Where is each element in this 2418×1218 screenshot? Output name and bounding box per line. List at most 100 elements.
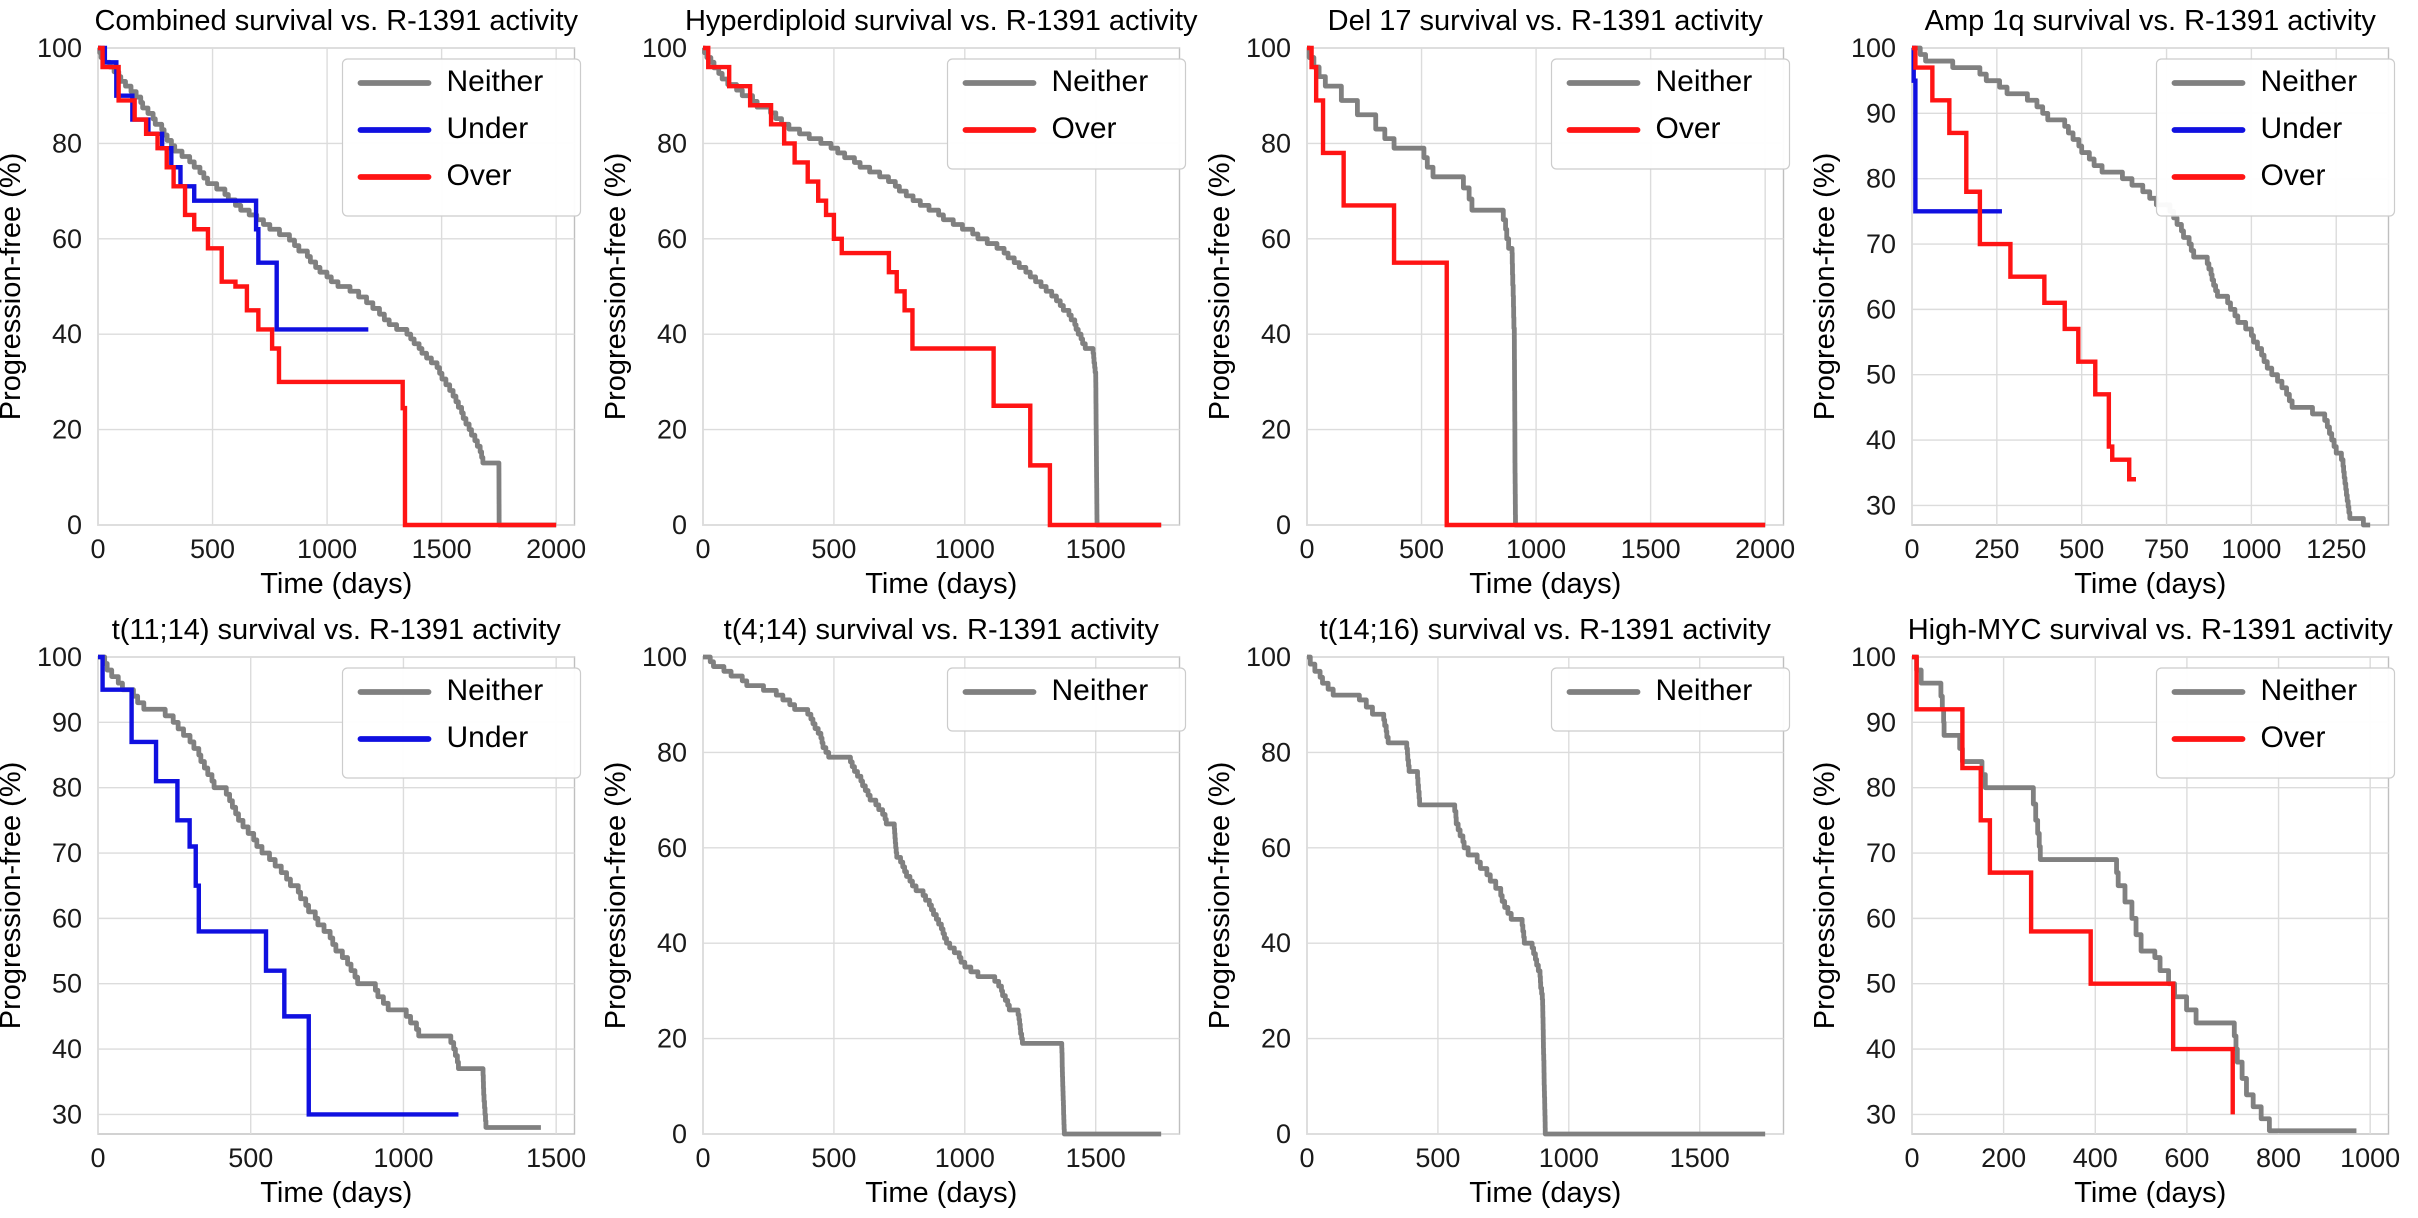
svg-text:1500: 1500 (1065, 1143, 1125, 1173)
svg-text:30: 30 (1865, 1099, 1895, 1129)
svg-text:Combined survival vs. R-1391 a: Combined survival vs. R-1391 activity (94, 5, 578, 37)
svg-text:1500: 1500 (1670, 1143, 1730, 1173)
svg-text:1000: 1000 (373, 1143, 433, 1173)
svg-text:0: 0 (1299, 1143, 1314, 1173)
svg-text:60: 60 (52, 903, 82, 933)
svg-text:800: 800 (2256, 1143, 2301, 1173)
svg-text:40: 40 (1261, 319, 1291, 349)
svg-text:40: 40 (656, 319, 686, 349)
svg-text:Neither: Neither (1051, 674, 1148, 707)
svg-text:0: 0 (671, 1119, 686, 1149)
svg-text:0: 0 (90, 534, 105, 564)
svg-text:1000: 1000 (2221, 534, 2281, 564)
svg-text:40: 40 (1865, 1034, 1895, 1064)
svg-text:0: 0 (1904, 1143, 1919, 1173)
svg-text:20: 20 (1261, 415, 1291, 445)
svg-text:1000: 1000 (934, 1143, 994, 1173)
svg-text:0: 0 (67, 510, 82, 540)
svg-text:Neither: Neither (1656, 65, 1753, 98)
svg-text:Neither: Neither (1051, 65, 1148, 98)
svg-text:20: 20 (656, 415, 686, 445)
svg-text:2000: 2000 (526, 534, 586, 564)
svg-text:1000: 1000 (297, 534, 357, 564)
svg-text:80: 80 (656, 737, 686, 767)
svg-text:1500: 1500 (1621, 534, 1681, 564)
svg-text:Under: Under (447, 112, 529, 145)
svg-text:1250: 1250 (2306, 534, 2366, 564)
svg-text:60: 60 (656, 833, 686, 863)
svg-text:Under: Under (447, 721, 529, 754)
svg-text:250: 250 (1974, 534, 2019, 564)
svg-text:500: 500 (190, 534, 235, 564)
svg-text:Progression-free (%): Progression-free (%) (600, 762, 632, 1030)
svg-text:Under: Under (2260, 112, 2342, 145)
svg-text:30: 30 (1865, 490, 1895, 520)
svg-text:100: 100 (1850, 33, 1895, 63)
svg-text:Over: Over (2260, 721, 2325, 754)
svg-text:500: 500 (1399, 534, 1444, 564)
svg-text:40: 40 (52, 1034, 82, 1064)
svg-text:Neither: Neither (447, 65, 544, 98)
svg-text:100: 100 (1850, 642, 1895, 672)
svg-text:Over: Over (2260, 159, 2325, 192)
svg-text:80: 80 (1865, 164, 1895, 194)
svg-text:50: 50 (52, 969, 82, 999)
svg-text:1500: 1500 (412, 534, 472, 564)
svg-text:80: 80 (52, 128, 82, 158)
svg-text:500: 500 (2059, 534, 2104, 564)
svg-text:Del 17 survival vs. R-1391 act: Del 17 survival vs. R-1391 activity (1328, 5, 1764, 37)
svg-text:20: 20 (52, 415, 82, 445)
svg-text:100: 100 (641, 642, 686, 672)
svg-text:600: 600 (2164, 1143, 2209, 1173)
svg-text:Progression-free (%): Progression-free (%) (0, 153, 27, 421)
svg-text:Progression-free (%): Progression-free (%) (1809, 153, 1841, 421)
svg-text:200: 200 (1981, 1143, 2026, 1173)
svg-text:Progression-free (%): Progression-free (%) (0, 762, 27, 1030)
svg-text:90: 90 (1865, 98, 1895, 128)
svg-text:0: 0 (695, 534, 710, 564)
svg-text:70: 70 (52, 838, 82, 868)
svg-text:60: 60 (1865, 294, 1895, 324)
svg-text:1000: 1000 (1506, 534, 1566, 564)
svg-text:70: 70 (1865, 838, 1895, 868)
svg-text:40: 40 (1865, 425, 1895, 455)
svg-text:Time (days): Time (days) (1469, 568, 1621, 600)
svg-text:90: 90 (1865, 707, 1895, 737)
svg-text:90: 90 (52, 707, 82, 737)
svg-text:1000: 1000 (934, 534, 994, 564)
svg-text:Progression-free (%): Progression-free (%) (1204, 762, 1236, 1030)
svg-text:Time (days): Time (days) (2074, 568, 2226, 600)
svg-text:40: 40 (52, 319, 82, 349)
svg-text:Over: Over (1051, 112, 1116, 145)
svg-text:500: 500 (811, 1143, 856, 1173)
svg-text:80: 80 (1865, 773, 1895, 803)
svg-text:80: 80 (656, 128, 686, 158)
svg-text:100: 100 (1246, 33, 1291, 63)
svg-text:60: 60 (1865, 903, 1895, 933)
svg-text:t(14;16) survival vs. R-1391 a: t(14;16) survival vs. R-1391 activity (1320, 614, 1772, 646)
svg-text:80: 80 (1261, 737, 1291, 767)
svg-text:t(4;14) survival vs. R-1391 ac: t(4;14) survival vs. R-1391 activity (723, 614, 1159, 646)
svg-text:2000: 2000 (1735, 534, 1795, 564)
svg-text:Time (days): Time (days) (2074, 1177, 2226, 1209)
svg-text:100: 100 (37, 642, 82, 672)
svg-text:Time (days): Time (days) (1469, 1177, 1621, 1209)
svg-text:0: 0 (1299, 534, 1314, 564)
svg-text:100: 100 (641, 33, 686, 63)
svg-text:Progression-free (%): Progression-free (%) (1204, 153, 1236, 421)
svg-text:100: 100 (1246, 642, 1291, 672)
svg-text:Over: Over (447, 159, 512, 192)
svg-text:0: 0 (1276, 510, 1291, 540)
svg-text:1000: 1000 (1539, 1143, 1599, 1173)
svg-text:t(11;14) survival vs. R-1391 a: t(11;14) survival vs. R-1391 activity (112, 614, 562, 646)
svg-text:80: 80 (52, 773, 82, 803)
svg-text:100: 100 (37, 33, 82, 63)
svg-text:50: 50 (1865, 360, 1895, 390)
svg-text:1500: 1500 (526, 1143, 586, 1173)
svg-text:70: 70 (1865, 229, 1895, 259)
svg-text:1000: 1000 (2340, 1143, 2400, 1173)
svg-text:0: 0 (695, 1143, 710, 1173)
svg-text:30: 30 (52, 1099, 82, 1129)
svg-text:60: 60 (1261, 833, 1291, 863)
svg-text:0: 0 (1904, 534, 1919, 564)
